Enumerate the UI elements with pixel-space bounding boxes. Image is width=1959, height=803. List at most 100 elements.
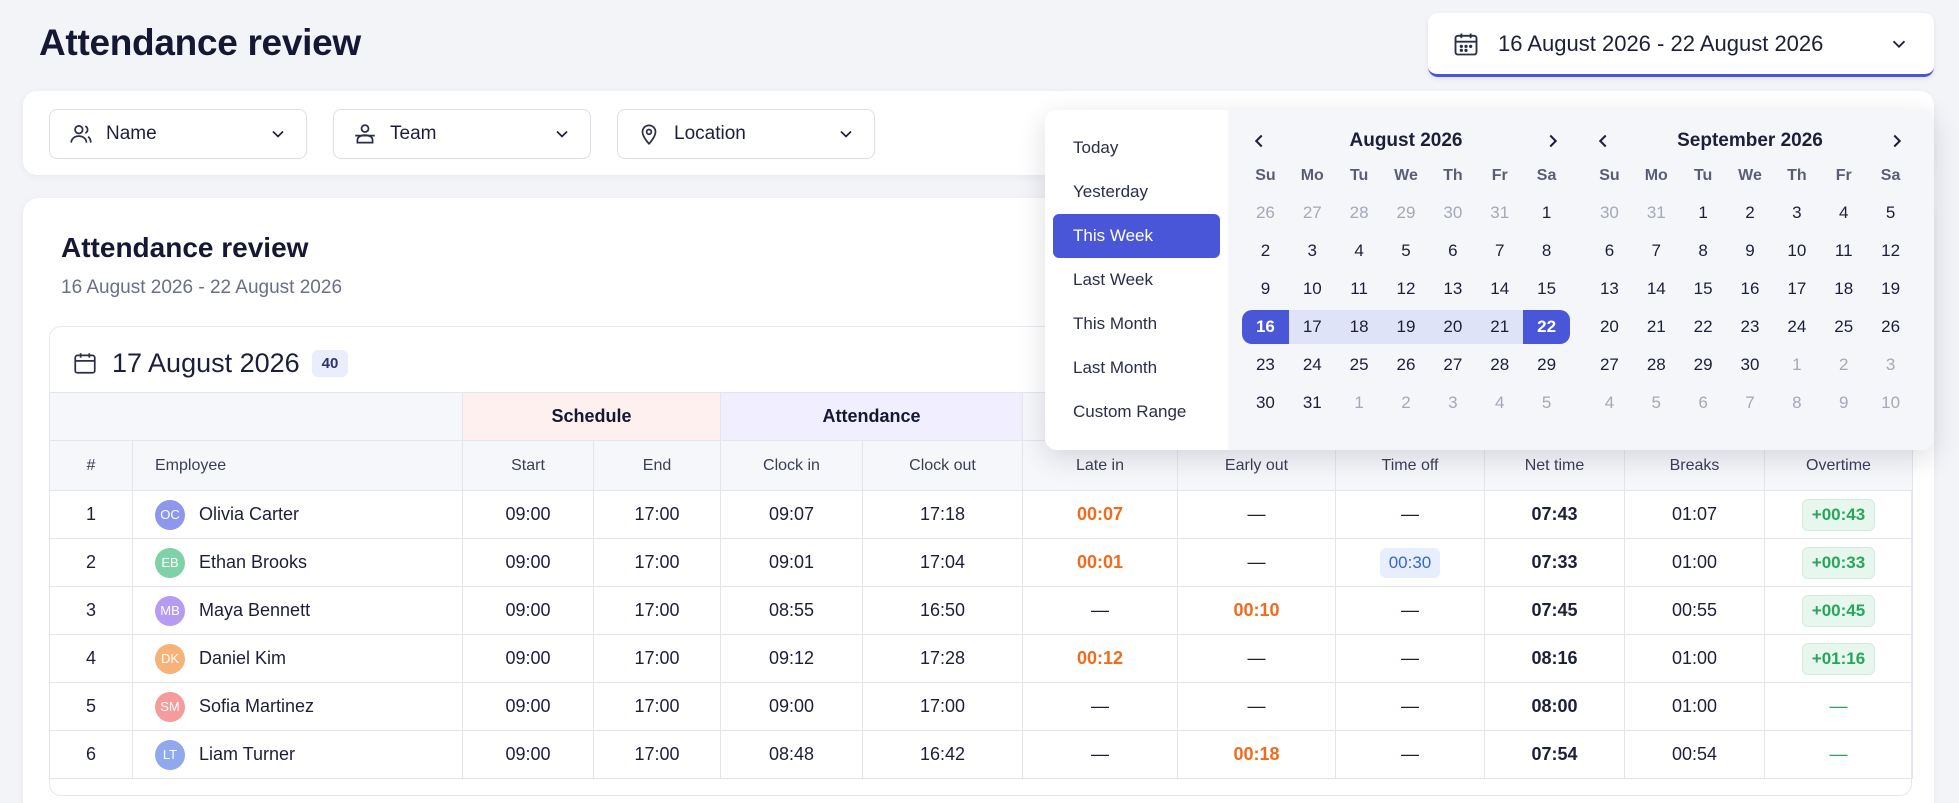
preset-custom-range[interactable]: Custom Range bbox=[1073, 402, 1187, 421]
calendar-day[interactable]: 27 bbox=[1599, 355, 1619, 374]
employee-cell[interactable]: SM Sofia Martinez bbox=[132, 682, 463, 731]
calendar-day[interactable]: 7 bbox=[1745, 393, 1755, 412]
calendar-day[interactable]: 26 bbox=[1396, 355, 1416, 374]
calendar-day[interactable]: 1 bbox=[1354, 393, 1364, 412]
col-employee[interactable]: Employee bbox=[132, 440, 463, 491]
calendar-day[interactable]: 19 bbox=[1881, 279, 1901, 298]
calendar-day[interactable]: 15 bbox=[1537, 279, 1557, 298]
calendar-day[interactable]: 29 bbox=[1537, 355, 1557, 374]
calendar-day[interactable]: 27 bbox=[1443, 355, 1463, 374]
calendar-day[interactable]: 6 bbox=[1448, 241, 1458, 260]
calendar-day[interactable]: 18 bbox=[1335, 310, 1383, 344]
calendar-day[interactable]: 12 bbox=[1396, 279, 1416, 298]
calendar-day[interactable]: 1 bbox=[1792, 355, 1802, 374]
calendar-day[interactable]: 26 bbox=[1881, 317, 1901, 336]
calendar-day[interactable]: 30 bbox=[1443, 203, 1463, 222]
calendar-day[interactable]: 21 bbox=[1476, 310, 1524, 344]
calendar-day[interactable]: 31 bbox=[1490, 203, 1510, 222]
calendar-day[interactable]: 24 bbox=[1302, 355, 1322, 374]
col-clock-out[interactable]: Clock out bbox=[862, 440, 1023, 491]
table-row[interactable]: 3 MB Maya Bennett 09:00 17:00 08:55 16:50 — 00:1… bbox=[49, 586, 1913, 635]
calendar-day[interactable]: 11 bbox=[1834, 241, 1853, 260]
calendar-day[interactable]: 13 bbox=[1443, 279, 1463, 298]
col-end[interactable]: End bbox=[593, 440, 721, 491]
employee-cell[interactable]: EB Ethan Brooks bbox=[132, 538, 463, 587]
col-clock-in[interactable]: Clock in bbox=[720, 440, 863, 491]
calendar-day[interactable]: 2 bbox=[1260, 241, 1271, 260]
calendar-day[interactable]: 2 bbox=[1838, 355, 1849, 374]
calendar-day[interactable]: 19 bbox=[1382, 310, 1430, 344]
preset-this-month[interactable]: This Month bbox=[1073, 314, 1158, 333]
preset-yesterday[interactable]: Yesterday bbox=[1073, 182, 1148, 201]
calendar-day[interactable]: 30 bbox=[1740, 355, 1760, 374]
calendar-day[interactable]: 28 bbox=[1349, 203, 1369, 222]
employee-cell[interactable]: MB Maya Bennett bbox=[132, 586, 463, 635]
calendar-day[interactable]: 1 bbox=[1541, 203, 1552, 222]
calendar-day[interactable]: 5 bbox=[1651, 393, 1661, 412]
calendar-day[interactable]: 13 bbox=[1599, 279, 1619, 298]
calendar-day[interactable]: 8 bbox=[1792, 393, 1802, 412]
calendar-day[interactable]: 12 bbox=[1881, 241, 1901, 260]
location-filter[interactable]: Location bbox=[617, 109, 875, 159]
calendar-day[interactable]: 25 bbox=[1349, 355, 1369, 374]
date-range-selector[interactable]: 16 August 2026 - 22 August 2026 bbox=[1428, 13, 1934, 77]
calendar-day[interactable]: 14 bbox=[1490, 279, 1510, 298]
employee-cell[interactable]: LT Liam Turner bbox=[132, 730, 463, 779]
calendar-day[interactable]: 20 bbox=[1599, 317, 1619, 336]
preset-this-week[interactable]: This Week bbox=[1053, 214, 1220, 258]
calendar-day[interactable]: 17 bbox=[1787, 279, 1807, 298]
calendar-day[interactable]: 27 bbox=[1302, 203, 1322, 222]
table-row[interactable]: 1 OC Olivia Carter 09:00 17:00 09:07 17:18 00:0… bbox=[49, 490, 1913, 539]
employee-cell[interactable]: DK Daniel Kim bbox=[132, 634, 463, 683]
table-row[interactable]: 2 EB Ethan Brooks 09:00 17:00 09:01 17:04 00:01… bbox=[49, 538, 1913, 587]
calendar-day[interactable]: 3 bbox=[1448, 393, 1458, 412]
calendar-day[interactable]: 7 bbox=[1651, 241, 1661, 260]
calendar-day[interactable]: 30 bbox=[1599, 203, 1619, 222]
employee-cell[interactable]: OC Olivia Carter bbox=[132, 490, 463, 539]
calendar-day[interactable]: 1 bbox=[1698, 203, 1708, 222]
calendar-day[interactable]: 21 bbox=[1646, 317, 1666, 336]
calendar-day[interactable]: 26 bbox=[1255, 203, 1275, 222]
team-filter[interactable]: Team bbox=[333, 109, 591, 159]
calendar-day[interactable]: 3 bbox=[1307, 241, 1317, 260]
preset-last-month[interactable]: Last Month bbox=[1073, 358, 1158, 377]
calendar-day[interactable]: 20 bbox=[1429, 310, 1477, 344]
preset-last-week[interactable]: Last Week bbox=[1073, 270, 1154, 289]
calendar-day[interactable]: 7 bbox=[1494, 241, 1505, 260]
calendar-day[interactable]: 9 bbox=[1260, 279, 1271, 298]
calendar-day[interactable]: 22 bbox=[1523, 310, 1570, 344]
calendar-day[interactable]: 30 bbox=[1255, 393, 1275, 412]
calendar-day[interactable]: 31 bbox=[1646, 203, 1666, 222]
next-month-icon[interactable] bbox=[1542, 130, 1564, 152]
calendar-day[interactable]: 2 bbox=[1745, 203, 1755, 222]
calendar-day[interactable]: 18 bbox=[1834, 279, 1854, 298]
calendar-day[interactable]: 23 bbox=[1740, 317, 1760, 336]
table-row[interactable]: 6 LT Liam Turner 09:00 17:00 08:48 16:42 — 00:18… bbox=[49, 730, 1913, 779]
calendar-day[interactable]: 23 bbox=[1255, 355, 1275, 374]
calendar-day[interactable]: 11 bbox=[1350, 279, 1368, 298]
preset-today[interactable]: Today bbox=[1073, 138, 1119, 157]
col-number[interactable]: # bbox=[49, 440, 133, 491]
calendar-day[interactable]: 4 bbox=[1604, 393, 1615, 412]
prev-month-icon[interactable] bbox=[1592, 130, 1614, 152]
calendar-day[interactable]: 16 bbox=[1242, 310, 1289, 344]
calendar-day[interactable]: 10 bbox=[1881, 393, 1901, 412]
calendar-day[interactable]: 29 bbox=[1693, 355, 1713, 374]
calendar-day[interactable]: 4 bbox=[1494, 393, 1505, 412]
calendar-day[interactable]: 17 bbox=[1288, 310, 1336, 344]
calendar-day[interactable]: 8 bbox=[1698, 241, 1708, 260]
calendar-day[interactable]: 15 bbox=[1693, 279, 1713, 298]
name-filter[interactable]: Name bbox=[49, 109, 307, 159]
calendar-day[interactable]: 8 bbox=[1541, 241, 1552, 260]
calendar-day[interactable]: 4 bbox=[1354, 241, 1364, 260]
calendar-day[interactable]: 6 bbox=[1698, 393, 1708, 412]
col-start[interactable]: Start bbox=[462, 440, 594, 491]
calendar-day[interactable]: 10 bbox=[1787, 241, 1807, 260]
calendar-day[interactable]: 5 bbox=[1541, 393, 1552, 412]
calendar-day[interactable]: 9 bbox=[1745, 241, 1755, 260]
calendar-day[interactable]: 3 bbox=[1885, 355, 1896, 374]
calendar-day[interactable]: 5 bbox=[1401, 241, 1411, 260]
calendar-day[interactable]: 9 bbox=[1838, 393, 1849, 412]
calendar-day[interactable]: 2 bbox=[1401, 393, 1411, 412]
calendar-day[interactable]: 16 bbox=[1740, 279, 1760, 298]
